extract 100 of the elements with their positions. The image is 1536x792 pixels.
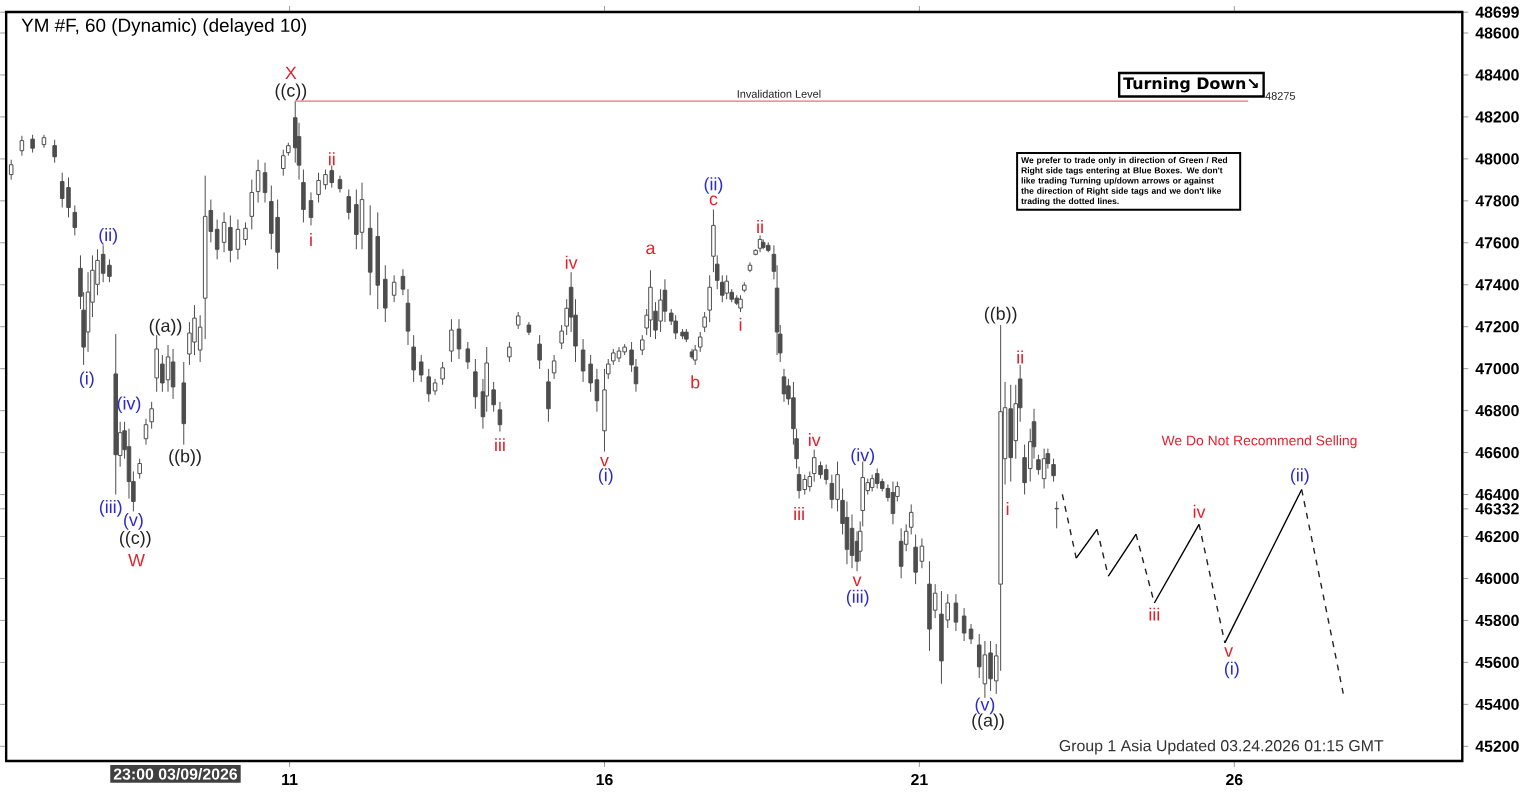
candlestick	[8, 159, 14, 181]
annotation: iii	[794, 507, 804, 520]
y-tick-label: 46400	[1475, 489, 1519, 501]
candlestick	[559, 324, 564, 350]
y-tick-label: 46800	[1475, 405, 1519, 417]
candlestick	[781, 368, 787, 403]
annotation: v	[1224, 647, 1234, 657]
candlestick	[440, 361, 445, 386]
y-tick-label: 46332	[1475, 503, 1519, 515]
annotation: i	[739, 317, 742, 331]
y-tick-label: 48400	[1475, 69, 1519, 81]
annotation: iv	[1193, 504, 1206, 518]
candlestick	[456, 318, 462, 360]
y-tick-label: 47200	[1475, 321, 1519, 333]
annotation: iv	[808, 433, 821, 447]
candlestick	[702, 311, 707, 333]
candlestick	[262, 162, 268, 204]
candlestick	[255, 159, 261, 204]
candlestick	[968, 623, 974, 645]
candlestick	[697, 331, 703, 353]
annotation: (v)	[124, 513, 143, 530]
candlestick	[228, 215, 233, 263]
annotation: (ii)	[99, 228, 117, 245]
y-tick-label: 46000	[1475, 572, 1519, 585]
candlestick	[308, 192, 314, 226]
annotation: (i)	[79, 371, 94, 389]
annotation: c	[709, 195, 718, 206]
candlestick	[1051, 458, 1056, 483]
y-tick-label: 47800	[1475, 195, 1519, 207]
candlestick	[19, 135, 25, 157]
annotation: i	[1006, 502, 1009, 515]
candlestick	[551, 354, 557, 380]
candlestick	[391, 274, 397, 303]
candlestick	[143, 418, 149, 446]
annotation: i	[310, 233, 312, 246]
candlestick	[281, 149, 286, 177]
annotation: v	[600, 456, 609, 467]
annotation: W	[128, 554, 145, 567]
candlestick	[243, 222, 248, 246]
annotation: (iii)	[99, 500, 122, 517]
candlestick	[72, 205, 78, 237]
candlestick	[400, 268, 406, 296]
y-tick-label: 48000	[1475, 153, 1519, 165]
candlestick	[707, 274, 712, 323]
candlestick	[720, 274, 725, 303]
text: 23:00 03/09/2026	[113, 768, 238, 780]
candlestick	[662, 278, 668, 323]
annotation: iii	[495, 438, 505, 452]
annotation: ((c))	[120, 531, 151, 548]
annotation: (v)	[975, 697, 995, 715]
candlestick	[52, 139, 57, 164]
annotation: ((a))	[972, 713, 1004, 731]
annotation: ii	[1017, 350, 1023, 364]
annotation: a	[646, 244, 656, 255]
annotation: (ii)	[1291, 468, 1309, 485]
chart-title: YM #F, 60 (Dynamic) (delayed 10)	[21, 18, 306, 36]
candlestick	[137, 458, 142, 480]
y-tick-label: 48200	[1475, 111, 1519, 123]
annotation: Group 1 Asia Updated 03.24.2026 01:15 GMT	[1059, 739, 1384, 755]
candlestick	[580, 338, 586, 383]
x-tick-label: 11	[282, 774, 298, 785]
annotation: Invalidation Level	[737, 89, 821, 98]
candlestick	[449, 318, 454, 363]
annotation: iv	[565, 255, 578, 269]
candlestick	[465, 341, 471, 370]
annotation: We prefer to trade only in direction of Green / Red Right side tags entering at Blue Boxes. We don't like trading Turning up/down arrows or against the direction of Right side tags and we don't like trading the dotted lines.	[1021, 156, 1228, 206]
y-tick-label: 47000	[1475, 363, 1519, 375]
annotation: We Do Not Recommend Selling	[1161, 435, 1357, 449]
y-tick-label: 48699	[1475, 6, 1519, 18]
candlestick	[149, 401, 154, 430]
y-tick-label: 45800	[1475, 614, 1519, 627]
x-tick-label: 21	[911, 774, 928, 786]
candlestick	[426, 368, 432, 403]
candlestick	[316, 172, 321, 204]
candlestick	[953, 593, 959, 632]
candlestick	[249, 179, 255, 230]
candlestick	[491, 381, 496, 413]
candlestick	[1054, 501, 1059, 529]
annotation: ((a))	[149, 318, 182, 336]
annotation: X	[285, 66, 297, 80]
annotation: Turning Down↘	[1123, 77, 1258, 93]
candlestick	[497, 401, 503, 433]
candlestick	[214, 219, 220, 260]
candlestick	[418, 354, 424, 383]
candlestick	[346, 189, 352, 221]
annotation: (iv)	[851, 448, 875, 465]
annotation: (iii)	[846, 589, 869, 607]
y-tick-label: 47600	[1475, 237, 1519, 249]
candlestick	[537, 334, 542, 370]
y-tick-label: 48600	[1475, 27, 1519, 39]
y-tick-label: 46600	[1475, 447, 1519, 459]
candlestick	[594, 368, 600, 413]
y-tick-label: 45400	[1475, 698, 1519, 711]
y-tick-label: 45200	[1475, 740, 1519, 753]
x-tick-label: 16	[596, 774, 613, 786]
y-tick-label: 45600	[1475, 656, 1519, 669]
x-tick-label: 26	[1226, 774, 1243, 786]
candlestick	[908, 504, 914, 535]
annotation: (ii)	[704, 177, 723, 194]
annotation: b	[691, 375, 700, 389]
